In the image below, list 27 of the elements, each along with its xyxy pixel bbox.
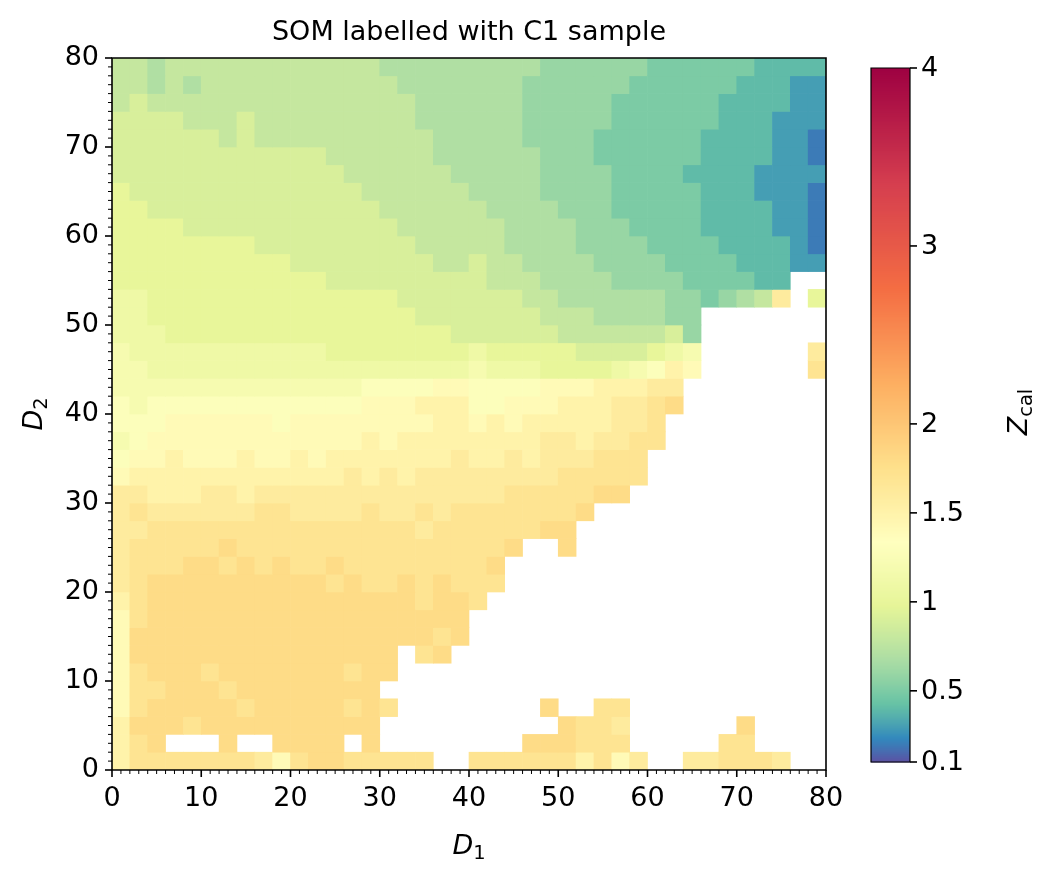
x-tick-label: 10 <box>184 781 219 813</box>
x-tick-label: 20 <box>273 781 308 813</box>
y-tick-label: 60 <box>64 218 99 250</box>
y-tick-label: 10 <box>64 663 99 695</box>
y-tick-label: 70 <box>64 129 99 161</box>
y-tick-label: 20 <box>64 574 99 606</box>
color-bar-label: 2 <box>921 406 939 438</box>
x-axis-title: D$_{1}$ <box>452 828 486 864</box>
chart-title: SOM labelled with C1 sample <box>271 15 667 47</box>
x-tick-label: 70 <box>719 781 754 813</box>
color-bar-label: 0.5 <box>921 673 964 705</box>
y-tick-label: 40 <box>64 396 99 428</box>
color-bar-label: 1.5 <box>921 495 964 527</box>
x-tick-label: 60 <box>630 781 665 813</box>
x-tick-label: 50 <box>541 781 576 813</box>
color-bar-label: 3 <box>921 228 939 260</box>
y-tick-label: 50 <box>64 307 99 339</box>
color-bar-label: 1 <box>921 584 939 616</box>
x-tick-label: 30 <box>362 781 397 813</box>
y-tick-label: 80 <box>64 40 99 72</box>
y-tick-label: 0 <box>81 752 99 784</box>
x-tick-label: 0 <box>103 781 121 813</box>
x-tick-label: 40 <box>451 781 487 813</box>
y-tick-label: 30 <box>64 485 99 517</box>
x-tick-label: 80 <box>808 781 844 813</box>
color-bar-label: 0.1 <box>921 745 964 777</box>
color-bar-label: 4 <box>921 51 939 83</box>
